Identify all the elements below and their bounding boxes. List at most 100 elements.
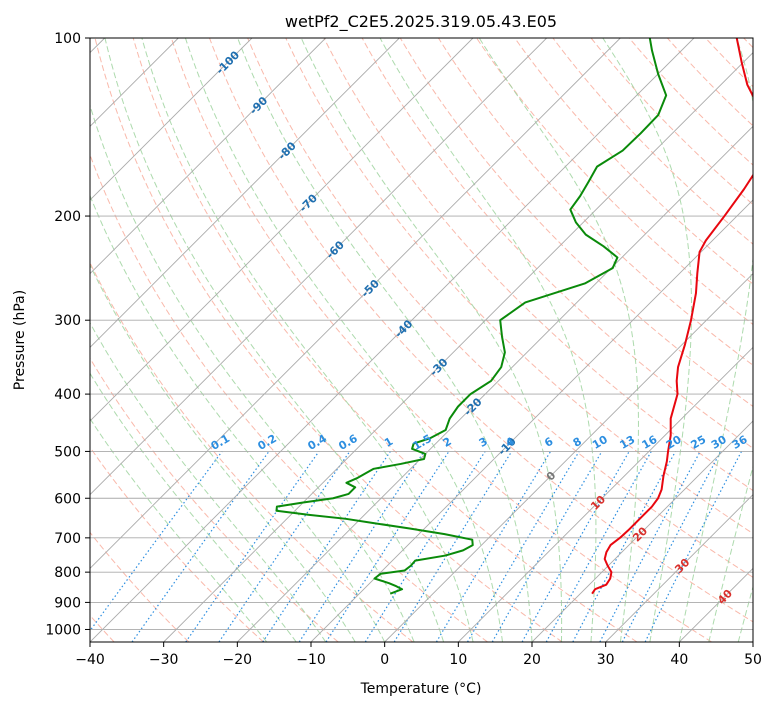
mixing-ratio-line [545, 451, 652, 642]
mixing-ratio-line [466, 451, 580, 642]
isotherm-label: 10 [588, 493, 608, 513]
mixing-ratio-line [572, 451, 677, 642]
moist-adiabat-line [602, 38, 693, 642]
mixing-ratio-label: 30 [709, 433, 729, 452]
isotherm-label: 0 [544, 469, 559, 484]
dry-adiabat-line [132, 38, 638, 642]
mixing-ratio-label: 8 [571, 435, 584, 450]
isotherm-line [90, 38, 621, 569]
mixing-ratio-line [621, 451, 722, 642]
y-axis: 1000 900 800 700 600 500 400 300 200 100 [45, 31, 90, 638]
mixing-ratio-label: 25 [689, 433, 709, 452]
mixing-ratio-label: 13 [618, 433, 638, 452]
mixing-ratio-line [435, 451, 552, 642]
isotherm-line [531, 420, 753, 642]
dry-adiabat-line [90, 531, 190, 642]
mixing-ratio-label: 16 [640, 433, 660, 452]
y-tick-label: 300 [54, 313, 81, 329]
moist-adiabat-line [478, 38, 639, 642]
isotherm-line [90, 38, 474, 422]
y-tick-label: 1000 [45, 622, 81, 638]
mixing-ratio-line [298, 451, 425, 642]
moist-adiabat-line [90, 263, 356, 642]
dry-adiabat-line [704, 38, 753, 88]
dewpoint-profile-line [275, 38, 668, 595]
mixing-ratio-line [644, 451, 743, 642]
dry-adiabat-line [90, 153, 488, 642]
data-series [275, 38, 753, 595]
dry-adiabat-line [285, 38, 753, 535]
moist-adiabat-line [104, 38, 445, 642]
y-tick-label: 700 [54, 531, 81, 547]
y-tick-label: 800 [54, 565, 81, 581]
dry-adiabat-line [742, 38, 753, 49]
mixing-ratio-line [262, 451, 391, 642]
x-tick-label: 10 [449, 652, 467, 668]
isotherm-line [90, 38, 547, 496]
x-tick-label: 20 [523, 652, 541, 668]
x-tick-label: 40 [670, 652, 688, 668]
isotherm-line [752, 641, 753, 642]
dry-adiabat-line [170, 38, 712, 642]
chart-title: wetPf2_C2E5.2025.319.05.43.E05 [285, 12, 557, 32]
x-tick-label: −40 [75, 652, 105, 668]
isotherm-line [679, 567, 753, 642]
mixing-ratio-label: 6 [542, 435, 555, 450]
mixing-ratio-label: 0.4 [306, 432, 330, 453]
isotherm-label: -30 [427, 355, 450, 378]
y-tick-label: 100 [54, 31, 81, 47]
dry-adiabat-line [247, 38, 753, 578]
isotherm-line [237, 125, 753, 642]
isotherm-line [458, 346, 753, 642]
isotherm-line [90, 38, 400, 348]
mixing-ratio-label: 10 [590, 433, 610, 452]
y-tick-label: 200 [54, 209, 81, 225]
x-tick-label: 0 [380, 652, 389, 668]
dry-adiabat-line [666, 38, 753, 127]
dry-adiabat-line [90, 261, 414, 642]
dry-adiabat-line [590, 38, 753, 206]
x-tick-label: −30 [149, 652, 179, 668]
moist-adiabat-line [90, 103, 415, 642]
dry-adiabat-line [399, 38, 753, 408]
mixing-ratio-label: 1 [382, 435, 395, 450]
x-tick-label: 30 [597, 652, 615, 668]
dry-adiabat-line [208, 38, 753, 623]
mixing-ratio-line [393, 451, 513, 642]
mixing-ratio-line [185, 451, 320, 642]
isotherm-label: -80 [276, 139, 299, 162]
isotherm-line [90, 38, 253, 201]
dry-adiabat-line [437, 38, 753, 366]
isotherm-label: -60 [324, 238, 347, 261]
moist-adiabat-line [90, 417, 268, 642]
x-tick-label: −10 [296, 652, 326, 668]
x-tick-label: −20 [223, 652, 253, 668]
plot-frame [89, 37, 754, 643]
moist-adiabat-line [678, 38, 753, 642]
moist-adiabat-line [379, 38, 597, 642]
y-tick-label: 600 [54, 491, 81, 507]
mixing-ratio-label: 20 [664, 433, 684, 452]
dry-adiabat-line [552, 38, 753, 245]
x-tick-label: 50 [744, 652, 762, 668]
y-tick-label: 500 [54, 444, 81, 460]
moist-adiabat-line [141, 38, 474, 642]
dry-adiabat-line [628, 38, 753, 166]
y-axis-label: Pressure (hPa) [12, 290, 28, 390]
moist-adiabat-line [90, 372, 297, 642]
isotherm-line [310, 199, 753, 642]
y-tick-label: 400 [54, 387, 81, 403]
moist-adiabat-line [300, 38, 563, 642]
isotherm-label: 20 [630, 524, 650, 544]
mixing-ratio-label: 3 [477, 435, 490, 450]
grid-lines [90, 38, 753, 642]
isotherm-label: -100 [214, 48, 243, 77]
dry-adiabat-line [94, 38, 563, 642]
mixing-ratio-label: 36 [730, 433, 750, 452]
isotherm-label: -90 [247, 94, 270, 117]
moist-adiabat-line [90, 194, 386, 642]
dry-adiabat-line [475, 38, 753, 326]
isotherm-label: -70 [297, 191, 320, 214]
mixing-ratio-line [90, 451, 223, 632]
mixing-ratio-line [325, 451, 450, 642]
